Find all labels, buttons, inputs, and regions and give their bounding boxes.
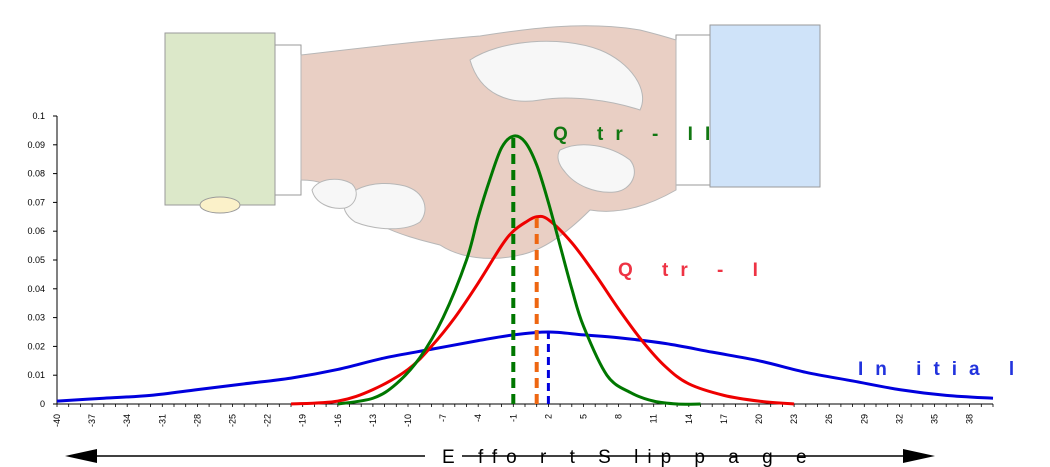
x-tick-label: 14: [684, 414, 694, 424]
finger-shape-2: [343, 183, 426, 230]
y-tick-label: 0.05: [27, 255, 45, 265]
series-label-qtr-1: Q tr - I: [618, 260, 770, 281]
right-sleeve: [709, 24, 821, 188]
x-tick-label: -28: [192, 414, 202, 427]
x-tick-label: -25: [228, 414, 238, 427]
x-tick-label: 8: [614, 414, 624, 419]
y-tick-label: 0.07: [27, 197, 45, 207]
x-tick-label: 32: [894, 414, 904, 424]
x-tick-label: -31: [157, 414, 167, 427]
series-line-qtr-2: [337, 134, 701, 406]
left-sleeve: [164, 32, 276, 206]
cufflink: [199, 196, 241, 214]
y-tick-label: 0.03: [27, 313, 45, 323]
x-tick-label: -7: [438, 414, 448, 422]
x-tick-label: -22: [263, 414, 273, 427]
y-ticks: 0 0.01 0.02 0.03 0.04 0.05 0.06 0.07 0.08 0.09 0.1: [27, 111, 57, 409]
x-tick-label: -37: [87, 414, 97, 427]
x-tick-label: -1: [508, 414, 518, 422]
x-tick-label: 26: [824, 414, 834, 424]
y-tick-label: 0.1: [32, 111, 45, 121]
plot-area: [56, 134, 994, 406]
x-tick-label: 35: [930, 414, 940, 424]
y-tick-label: 0.04: [27, 284, 45, 294]
x-axis-title: E ffo r t S lip p a g e: [442, 447, 816, 467]
x-tick-label: 2: [543, 414, 553, 419]
series-label-qtr-2: Q tr - II: [553, 124, 722, 145]
y-tick-label: 0.09: [27, 140, 45, 150]
x-axis-title-backdrop: [425, 444, 462, 467]
y-tick-label: 0.08: [27, 169, 45, 179]
x-tick-label: 17: [719, 414, 729, 424]
y-tick-label: 0.06: [27, 226, 45, 236]
y-tick-label: 0.02: [27, 341, 45, 351]
x-tick-label: 23: [789, 414, 799, 424]
left-arrow-head: [65, 449, 97, 463]
x-tick-label: -16: [333, 414, 343, 427]
finger-shape-3: [311, 178, 357, 209]
handshake-illustration: [164, 24, 821, 259]
x-tick-label: -40: [52, 414, 62, 427]
right-arrow-head: [903, 449, 935, 463]
x-tick-label: -13: [368, 414, 378, 427]
y-tick-label: 0.01: [27, 370, 45, 380]
axes: 0 0.01 0.02 0.03 0.04 0.05 0.06 0.07 0.08 0.09 0.1…: [27, 111, 994, 427]
finger-shape-4: [557, 144, 635, 193]
x-tick-label: 5: [579, 414, 589, 419]
x-tick-label: -19: [298, 414, 308, 427]
y-tick-label: 0: [40, 399, 45, 409]
series-label-initial: In itia l: [858, 359, 1026, 380]
series-line-initial: [56, 330, 994, 403]
x-tick-label: -10: [403, 414, 413, 427]
x-tick-label: 29: [859, 414, 869, 424]
x-ticks: -40 -37 -34 -31 -28 -25 -22 -19 -16 -13 -10 -7 -4 -1 2…: [52, 404, 994, 427]
x-tick-label: 11: [649, 414, 659, 423]
x-tick-label: -4: [473, 414, 483, 422]
x-tick-label: 38: [965, 414, 975, 424]
right-cuff: [675, 34, 711, 186]
finger-shape-1: [469, 40, 644, 111]
left-cuff: [274, 44, 302, 196]
x-axis-title-group: E ffo r t S lip p a g e: [65, 444, 935, 467]
x-tick-label: 20: [754, 414, 764, 424]
x-tick-label: -34: [122, 414, 132, 427]
